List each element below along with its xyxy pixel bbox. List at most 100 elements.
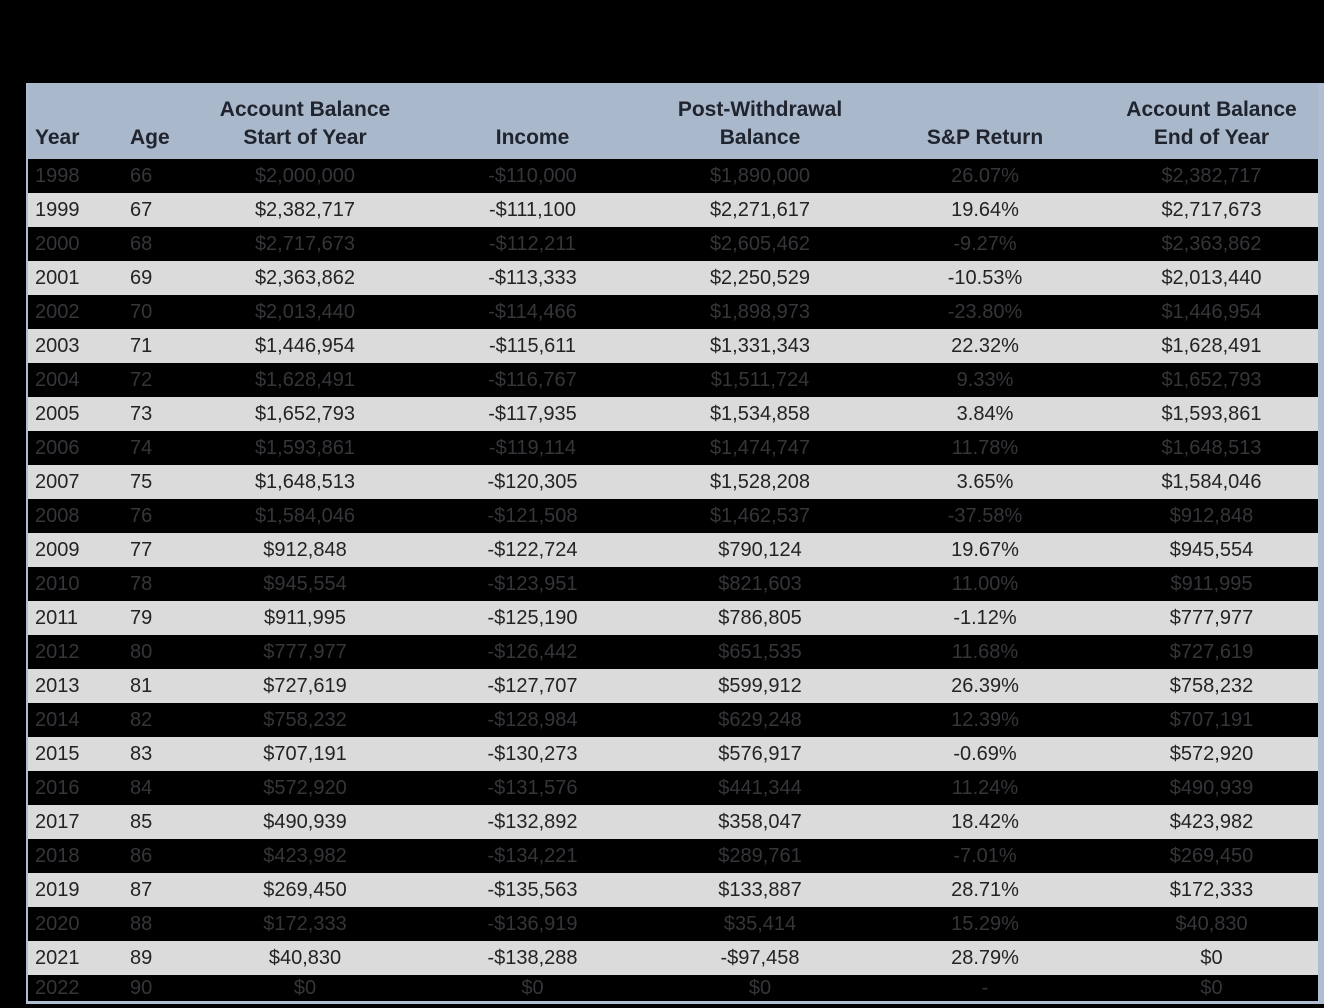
table-body: 1998 66 $2,000,000 -$110,000 $1,890,000 … [28,159,1318,1001]
cell-sp-return: -7.01% [953,844,1017,867]
cell-sp-return: -0.69% [953,742,1017,765]
cell-age: 72 [130,368,153,391]
cell-year: 2009 [35,538,80,561]
cell-year: 2006 [35,436,80,459]
table-row: 2013 81 $727,619 -$127,707 $599,912 26.3… [28,669,1318,703]
cell-sp-return: 19.64% [951,198,1019,221]
cell-income: -$127,707 [487,674,578,697]
cell-year: 2001 [35,266,80,289]
cell-end-of-year-balance: $1,593,861 [1161,402,1262,425]
cell-year: 2021 [35,946,80,969]
cell-post-withdrawal-balance: $821,603 [718,572,802,595]
table-row: 2021 89 $40,830 -$138,288 -$97,458 28.79… [28,941,1318,975]
cell-income: -$134,221 [487,844,578,867]
cell-start-of-year-balance: $1,648,513 [254,470,356,493]
cell-age: 80 [130,640,153,663]
table-row: 2005 73 $1,652,793 -$117,935 $1,534,858 … [28,397,1318,431]
cell-year: 2018 [35,844,80,867]
cell-sp-return: 26.39% [951,674,1019,697]
cell-end-of-year-balance: $0 [1200,946,1223,969]
cell-year: 2014 [35,708,80,731]
cell-year: 2002 [35,300,80,323]
cell-age: 90 [130,976,153,999]
cell-year: 1998 [35,164,80,187]
cell-income: -$128,984 [487,708,578,731]
cell-year: 2011 [35,606,79,629]
cell-age: 71 [130,334,153,357]
cell-sp-return: -9.27% [953,232,1017,255]
cell-year: 2015 [35,742,80,765]
cell-year: 1999 [35,198,80,221]
cell-year: 2019 [35,878,80,901]
cell-post-withdrawal-balance: $576,917 [718,742,802,765]
cell-end-of-year-balance: $707,191 [1169,708,1254,731]
cell-age: 75 [130,470,153,493]
cell-end-of-year-balance: $1,446,954 [1161,300,1262,323]
cell-end-of-year-balance: $727,619 [1169,640,1254,663]
cell-post-withdrawal-balance: -$97,458 [720,946,800,969]
column-header-age: Age [125,83,200,159]
header-line-1 [35,96,125,124]
cell-sp-return: 3.84% [956,402,1014,425]
cell-year: 2010 [35,572,80,595]
cell-sp-return: - [981,976,989,999]
table-row: 2010 78 $945,554 -$123,951 $821,603 11.0… [28,567,1318,601]
cell-end-of-year-balance: $912,848 [1169,504,1254,527]
cell-income: -$120,305 [487,470,578,493]
cell-post-withdrawal-balance: $1,462,537 [709,504,811,527]
cell-income: $0 [521,976,544,999]
header-line-2: Age [130,126,170,149]
cell-start-of-year-balance: $1,446,954 [254,334,356,357]
cell-sp-return: 3.65% [956,470,1014,493]
cell-age: 82 [130,708,153,731]
cell-sp-return: -23.80% [947,300,1023,323]
cell-end-of-year-balance: $911,995 [1170,572,1253,595]
cell-end-of-year-balance: $2,013,440 [1161,266,1262,289]
cell-start-of-year-balance: $2,000,000 [254,164,356,187]
header-line-1: Account Balance [1126,98,1297,121]
cell-start-of-year-balance: $1,584,046 [254,504,356,527]
cell-year: 2008 [35,504,80,527]
cell-income: -$123,951 [487,572,578,595]
cell-post-withdrawal-balance: $599,912 [718,674,802,697]
cell-year: 2012 [35,640,80,663]
cell-end-of-year-balance: $2,363,862 [1161,232,1262,255]
cell-end-of-year-balance: $2,382,717 [1161,164,1262,187]
cell-post-withdrawal-balance: $1,890,000 [709,164,811,187]
cell-year: 2022 [35,976,80,999]
table-row: 2008 76 $1,584,046 -$121,508 $1,462,537 … [28,499,1318,533]
cell-post-withdrawal-balance: $2,250,529 [709,266,811,289]
header-line-1 [410,96,655,124]
cell-age: 77 [130,538,153,561]
header-line-2: End of Year [1153,126,1270,149]
cell-end-of-year-balance: $423,982 [1169,810,1254,833]
cell-age: 89 [130,946,153,969]
cell-age: 79 [130,606,153,629]
cell-start-of-year-balance: $172,333 [263,912,347,935]
table-row: 2000 68 $2,717,673 -$112,211 $2,605,462 … [28,227,1318,261]
cell-sp-return: -10.53% [947,266,1023,289]
cell-start-of-year-balance: $777,977 [263,640,347,663]
cell-income: -$132,892 [487,810,578,833]
cell-post-withdrawal-balance: $2,605,462 [709,232,811,255]
cell-age: 86 [130,844,153,867]
cell-post-withdrawal-balance: $1,511,724 [710,368,810,391]
cell-income: -$122,724 [487,538,578,561]
cell-year: 2003 [35,334,80,357]
cell-start-of-year-balance: $2,363,862 [254,266,356,289]
header-line-1: Account Balance [219,98,391,121]
cell-end-of-year-balance: $1,584,046 [1161,470,1262,493]
cell-post-withdrawal-balance: $133,887 [718,878,802,901]
cell-sp-return: 22.32% [951,334,1019,357]
cell-year: 2007 [35,470,80,493]
cell-end-of-year-balance: $490,939 [1169,776,1254,799]
table-row: 2004 72 $1,628,491 -$116,767 $1,511,724 … [28,363,1318,397]
cell-start-of-year-balance: $727,619 [263,674,347,697]
cell-start-of-year-balance: $1,652,793 [254,402,356,425]
cell-end-of-year-balance: $758,232 [1169,674,1254,697]
cell-sp-return: 12.39% [951,708,1019,731]
header-line-2: Income [495,126,570,149]
cell-sp-return: 9.33% [956,368,1014,391]
header-line-1: Post-Withdrawal [677,98,843,121]
column-header-year: Year [28,83,125,159]
